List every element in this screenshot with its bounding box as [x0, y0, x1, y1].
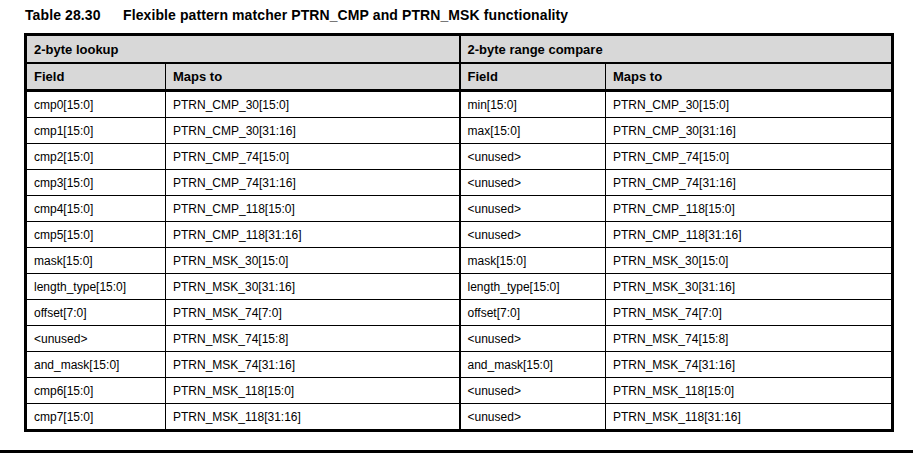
table-row: cmp2[15:0] PTRN_CMP_74[15:0] <unused> PT…: [26, 144, 893, 170]
cell-range-field: <unused>: [460, 378, 606, 404]
cell-range-maps-to: PTRN_CMP_30[31:16]: [606, 118, 893, 144]
cell-range-field: <unused>: [460, 170, 606, 196]
cell-range-maps-to: PTRN_CMP_74[15:0]: [606, 144, 893, 170]
cell-lookup-maps-to: PTRN_MSK_30[31:16]: [166, 274, 460, 300]
cell-lookup-maps-to: PTRN_MSK_74[7:0]: [166, 300, 460, 326]
cell-range-field: <unused>: [460, 196, 606, 222]
cell-lookup-field: cmp4[15:0]: [26, 196, 166, 222]
cell-lookup-field: mask[15:0]: [26, 248, 166, 274]
page-footer-rule: [0, 450, 913, 453]
cell-lookup-field: cmp5[15:0]: [26, 222, 166, 248]
cell-range-maps-to: PTRN_CMP_74[31:16]: [606, 170, 893, 196]
cell-lookup-maps-to: PTRN_CMP_74[31:16]: [166, 170, 460, 196]
cell-range-field: length_type[15:0]: [460, 274, 606, 300]
cell-lookup-maps-to: PTRN_MSK_118[15:0]: [166, 378, 460, 404]
table-row: cmp6[15:0] PTRN_MSK_118[15:0] <unused> P…: [26, 378, 893, 404]
cell-lookup-field: <unused>: [26, 326, 166, 352]
table-row: <unused> PTRN_MSK_74[15:8] <unused> PTRN…: [26, 326, 893, 352]
cell-range-field: mask[15:0]: [460, 248, 606, 274]
cell-lookup-maps-to: PTRN_CMP_118[15:0]: [166, 196, 460, 222]
table-header: 2-byte lookup 2-byte range compare Field…: [26, 35, 893, 91]
cell-lookup-maps-to: PTRN_MSK_74[31:16]: [166, 352, 460, 378]
table-row: length_type[15:0] PTRN_MSK_30[31:16] len…: [26, 274, 893, 300]
cell-range-field: <unused>: [460, 326, 606, 352]
cell-range-maps-to: PTRN_MSK_30[31:16]: [606, 274, 893, 300]
cell-lookup-field: cmp6[15:0]: [26, 378, 166, 404]
column-header-row: Field Maps to Field Maps to: [26, 63, 893, 91]
table-row: cmp0[15:0] PTRN_CMP_30[15:0] min[15:0] P…: [26, 91, 893, 118]
cell-lookup-maps-to: PTRN_CMP_30[15:0]: [166, 91, 460, 118]
cell-range-field: min[15:0]: [460, 91, 606, 118]
table-row: mask[15:0] PTRN_MSK_30[15:0] mask[15:0] …: [26, 248, 893, 274]
cell-range-maps-to: PTRN_MSK_30[15:0]: [606, 248, 893, 274]
cell-lookup-field: cmp0[15:0]: [26, 91, 166, 118]
column-header-range-field: Field: [460, 63, 606, 91]
cell-lookup-maps-to: PTRN_MSK_30[15:0]: [166, 248, 460, 274]
cell-range-maps-to: PTRN_CMP_30[15:0]: [606, 91, 893, 118]
column-header-lookup-field: Field: [26, 63, 166, 91]
cell-range-maps-to: PTRN_CMP_118[15:0]: [606, 196, 893, 222]
table-title-text: Flexible pattern matcher PTRN_CMP and PT…: [123, 7, 568, 23]
cell-range-field: offset[7:0]: [460, 300, 606, 326]
group-header-row: 2-byte lookup 2-byte range compare: [26, 35, 893, 64]
cell-lookup-field: length_type[15:0]: [26, 274, 166, 300]
column-header-lookup-maps-to: Maps to: [166, 63, 460, 91]
cell-lookup-maps-to: PTRN_CMP_118[31:16]: [166, 222, 460, 248]
group-header-2byte-range-compare: 2-byte range compare: [460, 35, 893, 64]
cell-range-maps-to: PTRN_MSK_118[31:16]: [606, 404, 893, 431]
cell-range-maps-to: PTRN_CMP_118[31:16]: [606, 222, 893, 248]
cell-lookup-field: cmp2[15:0]: [26, 144, 166, 170]
cell-lookup-maps-to: PTRN_MSK_118[31:16]: [166, 404, 460, 431]
cell-lookup-maps-to: PTRN_CMP_74[15:0]: [166, 144, 460, 170]
table-row: cmp3[15:0] PTRN_CMP_74[31:16] <unused> P…: [26, 170, 893, 196]
cell-range-field: <unused>: [460, 222, 606, 248]
cell-lookup-field: cmp1[15:0]: [26, 118, 166, 144]
cell-range-field: <unused>: [460, 144, 606, 170]
column-header-range-maps-to: Maps to: [606, 63, 893, 91]
table-row: offset[7:0] PTRN_MSK_74[7:0] offset[7:0]…: [26, 300, 893, 326]
cell-lookup-field: and_mask[15:0]: [26, 352, 166, 378]
table-row: cmp5[15:0] PTRN_CMP_118[31:16] <unused> …: [26, 222, 893, 248]
table-row: cmp7[15:0] PTRN_MSK_118[31:16] <unused> …: [26, 404, 893, 431]
cell-range-field: and_mask[15:0]: [460, 352, 606, 378]
cell-range-field: max[15:0]: [460, 118, 606, 144]
table-row: cmp4[15:0] PTRN_CMP_118[15:0] <unused> P…: [26, 196, 893, 222]
pattern-matcher-table: 2-byte lookup 2-byte range compare Field…: [24, 33, 894, 432]
cell-lookup-field: cmp3[15:0]: [26, 170, 166, 196]
cell-range-maps-to: PTRN_MSK_74[15:8]: [606, 326, 893, 352]
cell-range-maps-to: PTRN_MSK_118[15:0]: [606, 378, 893, 404]
cell-range-maps-to: PTRN_MSK_74[7:0]: [606, 300, 893, 326]
cell-lookup-maps-to: PTRN_CMP_30[31:16]: [166, 118, 460, 144]
table-number: Table 28.30: [25, 7, 123, 23]
table-row: cmp1[15:0] PTRN_CMP_30[31:16] max[15:0] …: [26, 118, 893, 144]
table-body: cmp0[15:0] PTRN_CMP_30[15:0] min[15:0] P…: [26, 91, 893, 431]
cell-lookup-field: offset[7:0]: [26, 300, 166, 326]
cell-lookup-maps-to: PTRN_MSK_74[15:8]: [166, 326, 460, 352]
table-caption: Table 28.30Flexible pattern matcher PTRN…: [25, 7, 568, 23]
group-header-2byte-lookup: 2-byte lookup: [26, 35, 460, 64]
cell-lookup-field: cmp7[15:0]: [26, 404, 166, 431]
table-row: and_mask[15:0] PTRN_MSK_74[31:16] and_ma…: [26, 352, 893, 378]
cell-range-maps-to: PTRN_MSK_74[31:16]: [606, 352, 893, 378]
cell-range-field: <unused>: [460, 404, 606, 431]
